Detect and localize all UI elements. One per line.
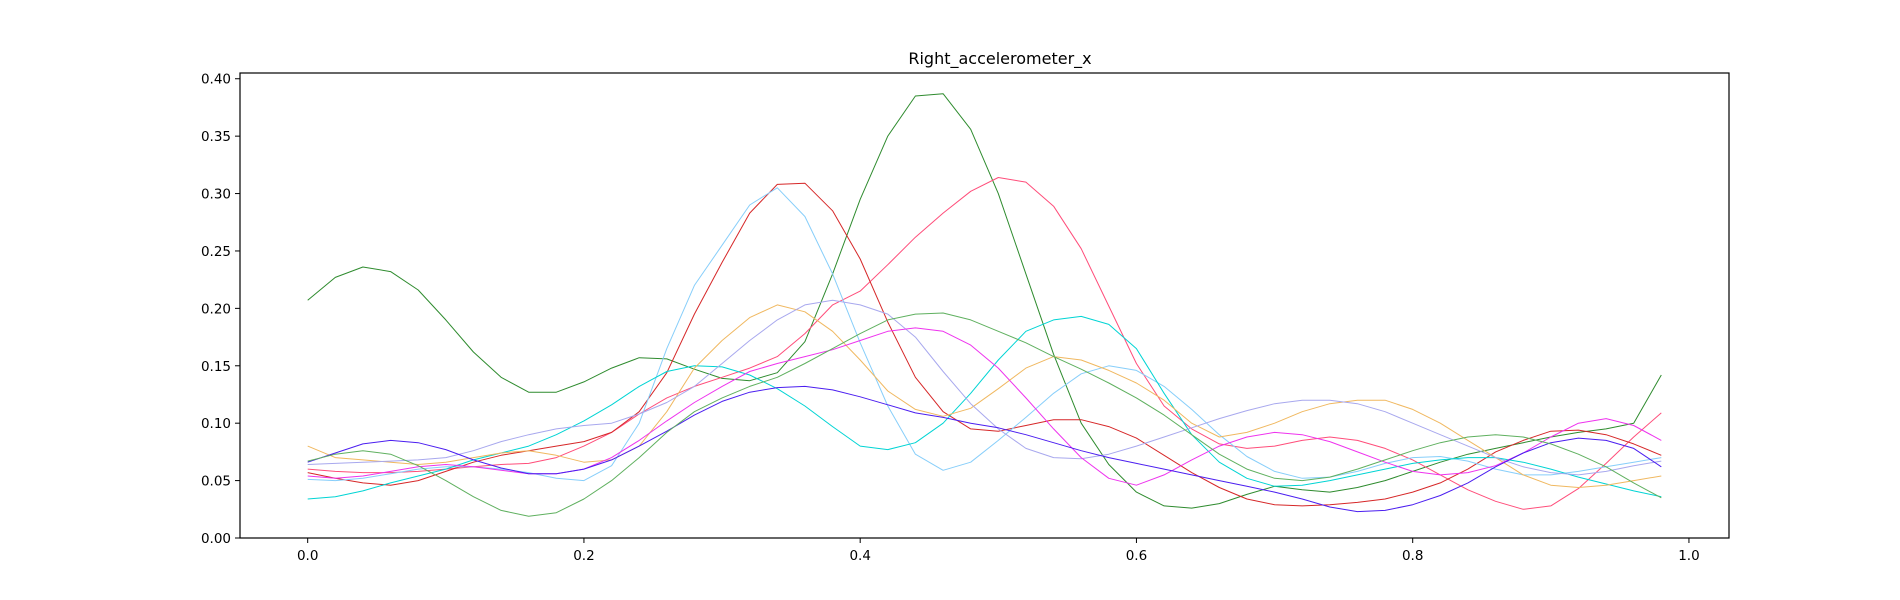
y-tick-label: 0.40 xyxy=(201,72,231,88)
series-line-3 xyxy=(307,182,1662,507)
series-line-2 xyxy=(307,177,1662,510)
x-tick-label: 0.6 xyxy=(1126,548,1147,564)
y-tick-label: 0.00 xyxy=(201,531,231,547)
series-lines xyxy=(307,93,1662,517)
plot-frame xyxy=(239,72,1730,539)
series-line-7 xyxy=(307,299,1662,476)
y-tick-label: 0.15 xyxy=(201,359,231,375)
series-line-6 xyxy=(307,304,1662,488)
y-tick-label: 0.35 xyxy=(201,129,231,145)
series-line-4 xyxy=(307,187,1662,482)
y-tick-label: 0.30 xyxy=(201,187,231,203)
y-tick-label: 0.25 xyxy=(201,244,231,260)
series-line-8 xyxy=(307,327,1662,486)
x-tick-label: 0.2 xyxy=(573,548,594,564)
x-tick-label: 0.4 xyxy=(849,548,870,564)
y-axis-ticks: 0.00 0.05 0.10 0.15 0.20 0.25 0.30 0.35 0.40 xyxy=(201,72,240,547)
chart-title: Right_accelerometer_x xyxy=(908,49,1091,69)
x-tick-label: 0.8 xyxy=(1402,548,1423,564)
y-tick-label: 0.20 xyxy=(201,301,231,317)
x-tick-label: 0.0 xyxy=(297,548,318,564)
series-line-10 xyxy=(307,312,1662,517)
x-tick-label: 1.0 xyxy=(1678,548,1699,564)
y-tick-label: 0.10 xyxy=(201,416,231,432)
y-tick-label: 0.05 xyxy=(201,474,231,490)
x-axis-ticks: 0.0 0.2 0.4 0.6 0.8 1.0 xyxy=(297,538,1700,564)
series-line-1 xyxy=(307,93,1662,509)
series-line-9 xyxy=(307,385,1662,513)
series-line-5 xyxy=(307,315,1662,500)
